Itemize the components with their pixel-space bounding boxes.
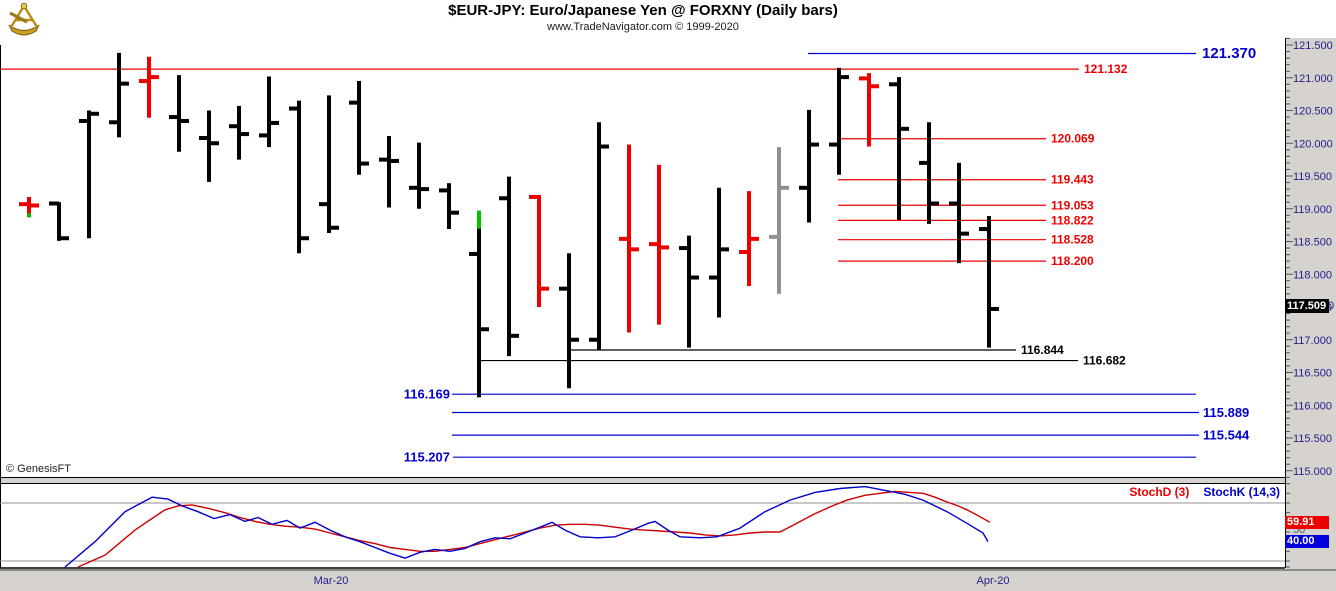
price-bar[interactable] [829,67,849,175]
chart-subtitle: www.TradeNavigator.com © 1999-2020 [547,21,739,33]
price-scale-label: 115.000 [1293,466,1332,478]
price-bar[interactable] [679,235,699,348]
stochk-line[interactable] [64,485,989,568]
chart-title: $EUR-JPY: Euro/Japanese Yen @ FORXNY (Da… [448,2,838,19]
price-bar[interactable] [169,75,189,152]
level-label-red: 118.822 [1051,213,1094,227]
price-scale-label: 118.500 [1293,237,1332,249]
level-label-blue: 121.370 [1202,45,1256,62]
price-bar[interactable] [379,136,399,208]
stoch-legend: StochD (3) StochK (14,3) [1070,485,1280,499]
genesisft-copyright: © GenesisFT [6,463,71,475]
price-bar[interactable] [799,109,819,223]
x-axis-label-apr: Apr-20 [976,575,1010,587]
current-price-badge: 117.509 [1285,299,1329,313]
price-bar[interactable] [319,95,339,233]
level-label-blue: 116.169 [404,387,450,402]
date-axis[interactable] [0,569,1336,591]
price-bar[interactable] [529,194,549,307]
price-scale-label: 116.500 [1293,368,1332,380]
price-bar[interactable] [709,187,729,318]
price-scale-label: 120.000 [1293,138,1333,150]
stochd-line[interactable] [77,490,991,568]
level-label-red: 118.200 [1051,254,1094,268]
price-scale-label: 121.500 [1293,40,1333,52]
price-scale-label: 119.500 [1293,171,1332,183]
stochk-legend-label: StochK (14,3) [1203,485,1280,499]
level-label-red: 121.132 [1084,62,1128,76]
price-bar[interactable] [349,81,369,175]
price-bar[interactable] [439,183,459,230]
price-bar[interactable] [739,191,759,287]
price-bar[interactable] [259,76,279,148]
price-bar[interactable] [79,110,99,239]
price-bar[interactable] [769,147,789,294]
price-scale-label: 120.500 [1293,106,1333,118]
price-bar[interactable] [649,164,669,325]
level-label-red: 119.053 [1051,198,1094,212]
price-bar[interactable] [109,52,129,138]
level-label-blue: 115.544 [1203,428,1250,443]
price-scale-label: 118.000 [1293,269,1332,281]
price-bar[interactable] [499,176,519,357]
stochd-value-badge: 59.91 [1285,516,1329,529]
price-bar[interactable] [289,100,309,254]
price-bar[interactable] [979,215,999,348]
price-bar[interactable] [619,144,639,333]
panel-divider[interactable] [0,478,1286,483]
price-bar[interactable] [589,122,609,350]
price-bar[interactable] [409,142,429,209]
price-bar[interactable] [229,105,249,160]
stochk-value-badge: 40.00 [1285,535,1329,548]
level-label-blue: 115.889 [1203,405,1249,420]
price-scale-label: 116.000 [1293,400,1332,412]
scale-label-peek: 0 [1328,300,1335,312]
price-bar[interactable] [559,253,579,389]
level-label-red: 120.069 [1051,132,1095,146]
price-bar[interactable] [19,196,39,218]
level-label-black: 116.844 [1021,343,1064,357]
price-bar[interactable] [859,73,879,147]
price-bar[interactable] [919,122,939,224]
price-bar[interactable] [49,201,69,241]
price-bar[interactable] [469,210,489,398]
price-bar[interactable] [139,56,159,118]
price-bar[interactable] [949,162,969,264]
price-bar[interactable] [889,77,909,220]
price-scale-label: 115.500 [1293,433,1332,445]
level-label-red: 118.528 [1051,233,1094,247]
level-label-red: 119.443 [1051,173,1094,187]
x-axis-label-mar: Mar-20 [313,575,349,587]
trade-navigator-logo-icon [4,2,44,43]
price-scale-label: 117.000 [1293,335,1332,347]
level-label-black: 116.682 [1083,354,1126,368]
price-scale-label: 121.000 [1293,73,1333,85]
price-scale-label: 119.000 [1293,204,1332,216]
stochd-legend-label: StochD (3) [1129,485,1190,499]
level-label-blue: 115.207 [404,450,450,465]
price-bar[interactable] [199,110,219,182]
